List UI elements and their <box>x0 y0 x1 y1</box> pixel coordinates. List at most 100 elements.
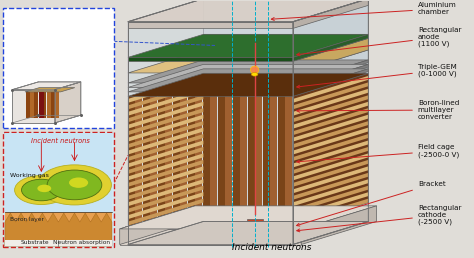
Polygon shape <box>120 229 301 245</box>
Polygon shape <box>188 96 194 225</box>
Polygon shape <box>128 89 203 116</box>
Polygon shape <box>203 96 210 225</box>
Text: Incident neutrons: Incident neutrons <box>232 243 311 252</box>
Text: Rectangular
anode
(1100 V): Rectangular anode (1100 V) <box>297 27 461 56</box>
Polygon shape <box>128 57 293 61</box>
Polygon shape <box>128 73 368 96</box>
Polygon shape <box>278 96 284 225</box>
Polygon shape <box>12 82 81 90</box>
Polygon shape <box>181 96 187 225</box>
Polygon shape <box>128 82 203 109</box>
Polygon shape <box>248 96 255 225</box>
Polygon shape <box>128 95 203 122</box>
Polygon shape <box>293 0 368 28</box>
Polygon shape <box>301 206 377 245</box>
Polygon shape <box>218 96 225 225</box>
Polygon shape <box>128 50 368 73</box>
Polygon shape <box>158 96 164 225</box>
Ellipse shape <box>250 66 259 74</box>
Polygon shape <box>5 213 112 246</box>
Polygon shape <box>353 73 360 203</box>
Polygon shape <box>331 73 337 203</box>
Polygon shape <box>55 92 59 117</box>
Polygon shape <box>233 73 240 203</box>
Polygon shape <box>34 92 38 117</box>
Polygon shape <box>293 82 368 109</box>
Polygon shape <box>346 73 353 203</box>
Polygon shape <box>293 76 368 103</box>
Text: Neutron absorption: Neutron absorption <box>54 240 110 245</box>
Circle shape <box>69 178 88 188</box>
Polygon shape <box>241 73 247 203</box>
Polygon shape <box>210 96 217 225</box>
Polygon shape <box>128 102 203 129</box>
Polygon shape <box>128 34 368 57</box>
Polygon shape <box>128 121 203 148</box>
Polygon shape <box>293 115 368 142</box>
Polygon shape <box>316 73 322 203</box>
Polygon shape <box>293 89 368 116</box>
Circle shape <box>251 72 258 76</box>
Polygon shape <box>256 73 263 203</box>
Polygon shape <box>293 121 368 148</box>
Polygon shape <box>128 22 293 28</box>
Polygon shape <box>233 96 239 225</box>
Polygon shape <box>26 92 29 117</box>
Circle shape <box>15 175 68 205</box>
Polygon shape <box>128 192 203 219</box>
Polygon shape <box>293 95 368 122</box>
Polygon shape <box>128 0 203 245</box>
Polygon shape <box>128 60 368 83</box>
Polygon shape <box>128 0 368 22</box>
Polygon shape <box>30 92 34 117</box>
Polygon shape <box>271 96 277 225</box>
FancyBboxPatch shape <box>3 8 114 128</box>
Polygon shape <box>293 141 368 167</box>
Polygon shape <box>51 92 55 117</box>
Polygon shape <box>263 96 270 225</box>
Polygon shape <box>43 92 46 117</box>
Polygon shape <box>25 88 75 92</box>
Polygon shape <box>173 96 180 225</box>
Polygon shape <box>255 96 262 225</box>
Polygon shape <box>128 186 203 213</box>
Text: Field cage
(-2500-0 V): Field cage (-2500-0 V) <box>297 144 459 163</box>
Polygon shape <box>128 154 203 180</box>
Text: Substrate: Substrate <box>20 240 49 245</box>
Circle shape <box>37 165 111 205</box>
FancyBboxPatch shape <box>5 212 112 246</box>
Polygon shape <box>293 73 300 203</box>
Polygon shape <box>293 192 368 219</box>
Circle shape <box>47 170 102 200</box>
Polygon shape <box>264 73 270 203</box>
Polygon shape <box>38 92 42 117</box>
Polygon shape <box>293 60 368 86</box>
Polygon shape <box>12 90 55 123</box>
Polygon shape <box>128 64 368 87</box>
Polygon shape <box>271 73 277 203</box>
Text: Aluminium
chamber: Aluminium chamber <box>271 2 456 20</box>
Polygon shape <box>361 73 367 203</box>
Text: Triple-GEM
(0-1000 V): Triple-GEM (0-1000 V) <box>297 64 456 88</box>
Polygon shape <box>293 173 368 200</box>
Circle shape <box>21 179 61 201</box>
Polygon shape <box>293 34 368 61</box>
Polygon shape <box>195 96 202 225</box>
Polygon shape <box>338 73 345 203</box>
Polygon shape <box>128 160 203 187</box>
Polygon shape <box>219 73 225 203</box>
Text: Incident neutrons: Incident neutrons <box>31 138 90 144</box>
Polygon shape <box>125 211 372 235</box>
Polygon shape <box>293 64 368 90</box>
Polygon shape <box>293 147 368 174</box>
Polygon shape <box>39 92 44 117</box>
Polygon shape <box>128 179 203 206</box>
Polygon shape <box>293 38 368 73</box>
Polygon shape <box>226 96 232 225</box>
Polygon shape <box>240 96 247 225</box>
Polygon shape <box>128 166 203 193</box>
Polygon shape <box>47 92 51 117</box>
Polygon shape <box>120 206 377 229</box>
Polygon shape <box>128 199 203 225</box>
Text: Bracket: Bracket <box>297 181 446 226</box>
